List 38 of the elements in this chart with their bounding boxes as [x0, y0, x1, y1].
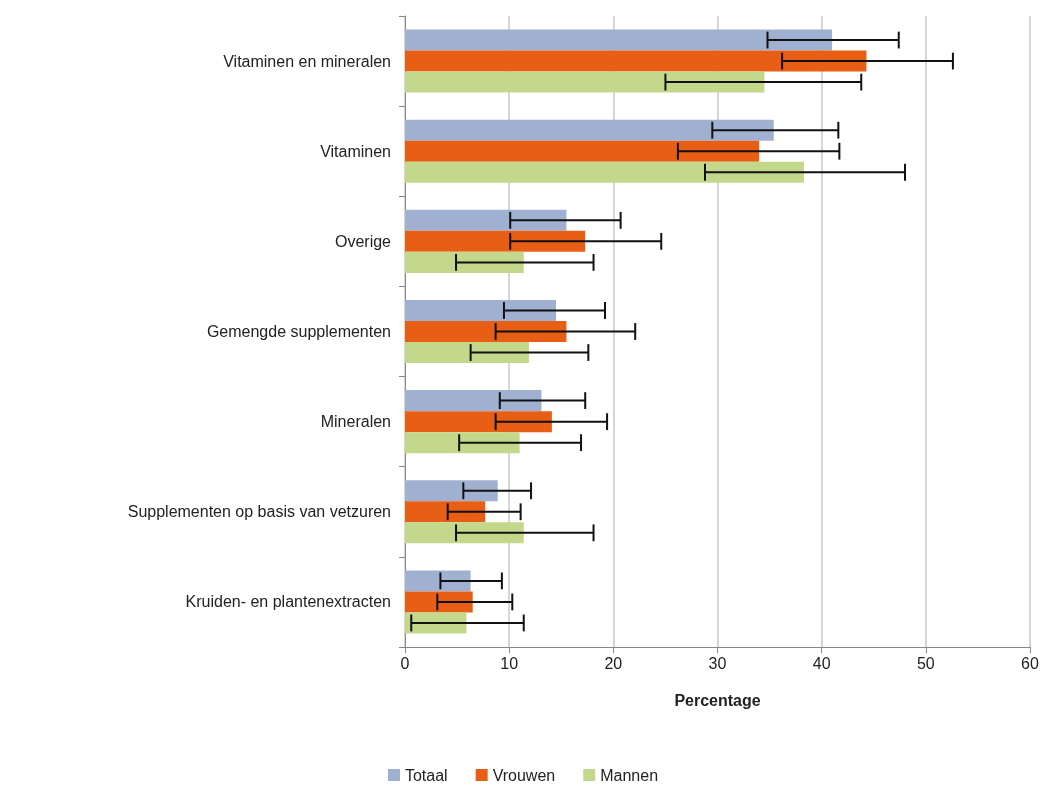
y-tick-label: Supplementen op basis van vetzuren — [127, 503, 391, 521]
y-tick-label: Overige — [334, 232, 392, 250]
bar — [405, 29, 833, 51]
bar — [405, 501, 486, 523]
bar — [405, 320, 567, 343]
legend-label: Totaal — [404, 766, 448, 784]
bar — [405, 522, 524, 544]
bar — [405, 71, 765, 93]
bar — [405, 591, 473, 613]
x-tick-label: 40 — [812, 654, 831, 672]
x-tick-label: 0 — [400, 654, 410, 672]
y-tick-label: Kruiden- en plantenextracten — [185, 593, 391, 611]
y-tick-label: Vitaminen en mineralen — [223, 52, 391, 70]
bar — [405, 570, 471, 592]
bar — [405, 390, 542, 412]
bar — [405, 299, 557, 321]
y-tick-label: Gemengde supplementen — [206, 323, 391, 340]
bar — [405, 50, 867, 72]
y-tick-label: Vitaminen — [320, 142, 391, 160]
legend-label: Vrouwen — [492, 766, 556, 784]
x-axis-title: Percentage — [674, 691, 761, 709]
y-tick-label: Mineralen — [320, 413, 391, 431]
bar — [405, 251, 524, 273]
bar — [405, 342, 529, 364]
bar — [405, 480, 498, 502]
bar — [405, 140, 760, 162]
x-tick-label: 30 — [708, 654, 727, 672]
bar — [405, 432, 520, 454]
bar — [405, 161, 804, 183]
legend-label: Mannen — [600, 766, 659, 784]
bar — [405, 209, 567, 231]
x-tick-label: 50 — [916, 654, 935, 672]
bar — [405, 411, 552, 433]
bar — [405, 230, 586, 252]
x-tick-label: 20 — [604, 654, 623, 672]
bar — [405, 119, 774, 141]
x-tick-label: 60 — [1021, 654, 1039, 672]
x-tick-label: 10 — [500, 654, 519, 672]
